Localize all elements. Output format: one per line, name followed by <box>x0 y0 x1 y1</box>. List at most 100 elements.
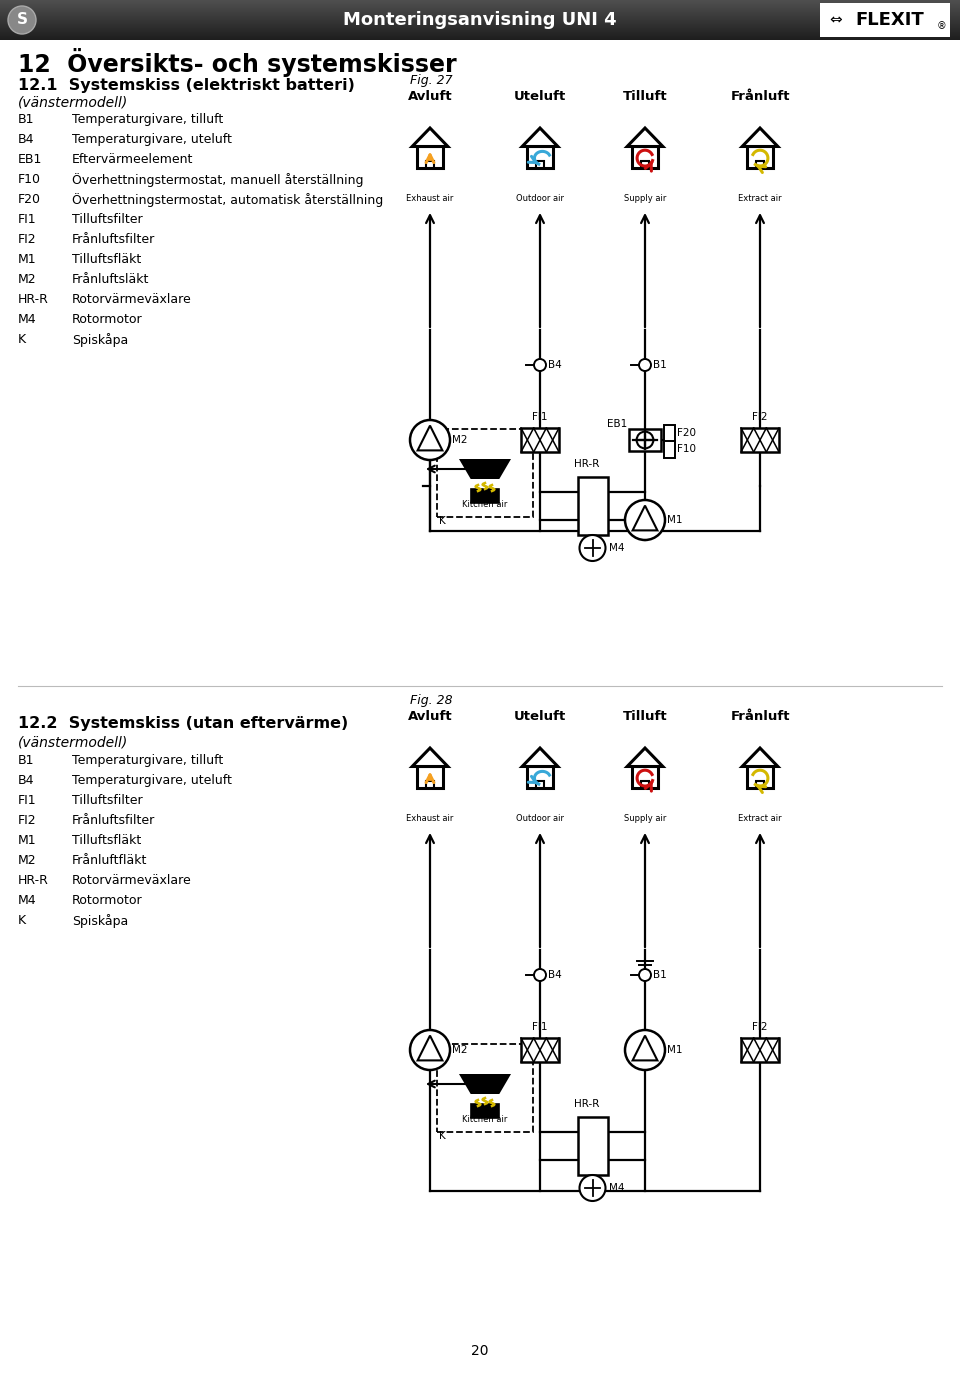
Text: Rotorvärmeväxlare: Rotorvärmeväxlare <box>72 875 192 887</box>
Polygon shape <box>412 748 448 766</box>
Text: B4: B4 <box>18 773 35 787</box>
Text: M1: M1 <box>667 516 683 525</box>
Text: K: K <box>439 1131 445 1141</box>
Text: M2: M2 <box>18 273 36 286</box>
Text: M1: M1 <box>18 254 36 266</box>
Circle shape <box>534 969 546 981</box>
Text: M4: M4 <box>609 1184 624 1193</box>
Circle shape <box>639 969 651 981</box>
Bar <box>641 161 649 168</box>
Circle shape <box>625 1030 665 1070</box>
Polygon shape <box>627 748 662 766</box>
Text: Rotorvärmeväxlare: Rotorvärmeväxlare <box>72 292 192 306</box>
Text: FLEXIT: FLEXIT <box>855 11 924 29</box>
Bar <box>536 161 544 168</box>
Text: Frånluft: Frånluft <box>731 710 790 723</box>
Polygon shape <box>418 1035 443 1060</box>
Text: FI1: FI1 <box>18 794 36 807</box>
Text: 12.2  Systemskiss (utan eftervärme): 12.2 Systemskiss (utan eftervärme) <box>18 717 348 730</box>
Polygon shape <box>412 128 448 147</box>
Bar <box>663 424 675 442</box>
Text: M4: M4 <box>18 313 36 326</box>
Text: Kitchen air: Kitchen air <box>463 500 508 509</box>
Bar <box>418 766 443 787</box>
Text: 20: 20 <box>471 1344 489 1358</box>
Text: M1: M1 <box>667 1045 683 1055</box>
Bar <box>426 161 434 168</box>
Polygon shape <box>522 748 558 766</box>
Bar <box>663 441 675 457</box>
Text: Tilluftsfläkt: Tilluftsfläkt <box>72 834 141 847</box>
Text: Fig. 27: Fig. 27 <box>410 73 452 87</box>
Text: Rotormotor: Rotormotor <box>72 894 143 906</box>
Text: Supply air: Supply air <box>624 194 666 202</box>
Text: HR-R: HR-R <box>574 459 599 468</box>
Text: FI2: FI2 <box>18 233 36 245</box>
Text: Extract air: Extract air <box>738 194 781 202</box>
Circle shape <box>639 359 651 371</box>
Text: Uteluft: Uteluft <box>514 90 566 103</box>
Text: F20: F20 <box>677 428 696 438</box>
Circle shape <box>410 420 450 460</box>
Bar <box>747 766 773 787</box>
Text: Tilluft: Tilluft <box>623 710 667 723</box>
Text: Outdoor air: Outdoor air <box>516 814 564 823</box>
Bar <box>820 3 950 37</box>
Text: Temperaturgivare, uteluft: Temperaturgivare, uteluft <box>72 773 232 787</box>
Text: HR-R: HR-R <box>574 1099 599 1109</box>
Text: M2: M2 <box>18 854 36 868</box>
Text: EB1: EB1 <box>607 419 627 430</box>
Bar <box>741 428 779 452</box>
Text: Extract air: Extract air <box>738 814 781 823</box>
Bar <box>437 1044 533 1132</box>
Text: Spiskåpa: Spiskåpa <box>72 913 129 929</box>
Circle shape <box>580 1175 606 1202</box>
Text: Rotormotor: Rotormotor <box>72 313 143 326</box>
Bar <box>756 782 764 787</box>
Circle shape <box>636 431 654 448</box>
Polygon shape <box>742 748 778 766</box>
Bar <box>437 430 533 517</box>
Bar <box>426 782 434 787</box>
Text: B4: B4 <box>548 360 562 370</box>
Text: FI2: FI2 <box>753 412 768 421</box>
Text: Frånluftsfilter: Frånluftsfilter <box>72 233 156 245</box>
Text: Spiskåpa: Spiskåpa <box>72 333 129 346</box>
Bar <box>629 430 661 450</box>
Polygon shape <box>459 1074 511 1094</box>
Text: M2: M2 <box>452 1045 468 1055</box>
Bar <box>521 428 559 452</box>
Text: B1: B1 <box>18 114 35 126</box>
Text: Monteringsanvisning UNI 4: Monteringsanvisning UNI 4 <box>343 11 617 29</box>
Text: B1: B1 <box>653 360 667 370</box>
Bar <box>536 782 544 787</box>
Text: Outdoor air: Outdoor air <box>516 194 564 202</box>
Bar <box>578 1117 608 1175</box>
Text: Tilluftsfilter: Tilluftsfilter <box>72 213 143 226</box>
Text: HR-R: HR-R <box>18 292 49 306</box>
Text: B1: B1 <box>653 970 667 980</box>
Text: Frånluft: Frånluft <box>731 90 790 103</box>
Text: (vänstermodell): (vänstermodell) <box>18 736 129 750</box>
Text: Överhettningstermostat, automatisk återställning: Överhettningstermostat, automatisk åters… <box>72 193 383 207</box>
Text: (vänstermodell): (vänstermodell) <box>18 96 129 109</box>
Bar <box>471 1105 499 1119</box>
Text: F10: F10 <box>677 444 696 455</box>
Text: Supply air: Supply air <box>624 814 666 823</box>
Bar <box>741 1038 779 1062</box>
Bar <box>418 147 443 168</box>
Text: ®: ® <box>937 21 947 30</box>
Text: M4: M4 <box>609 543 624 553</box>
Bar <box>633 147 658 168</box>
Text: Avluft: Avluft <box>408 90 452 103</box>
Text: Eftervärmeelement: Eftervärmeelement <box>72 152 193 166</box>
Text: FI1: FI1 <box>532 1021 548 1033</box>
Text: Uteluft: Uteluft <box>514 710 566 723</box>
Text: Överhettningstermostat, manuell återställning: Överhettningstermostat, manuell återstäl… <box>72 173 364 187</box>
Text: Tilluftsfilter: Tilluftsfilter <box>72 794 143 807</box>
Circle shape <box>625 500 665 541</box>
Text: 12  Översikts- och systemskisser: 12 Översikts- och systemskisser <box>18 49 457 78</box>
Circle shape <box>8 6 36 35</box>
Bar <box>633 766 658 787</box>
Text: M4: M4 <box>18 894 36 906</box>
